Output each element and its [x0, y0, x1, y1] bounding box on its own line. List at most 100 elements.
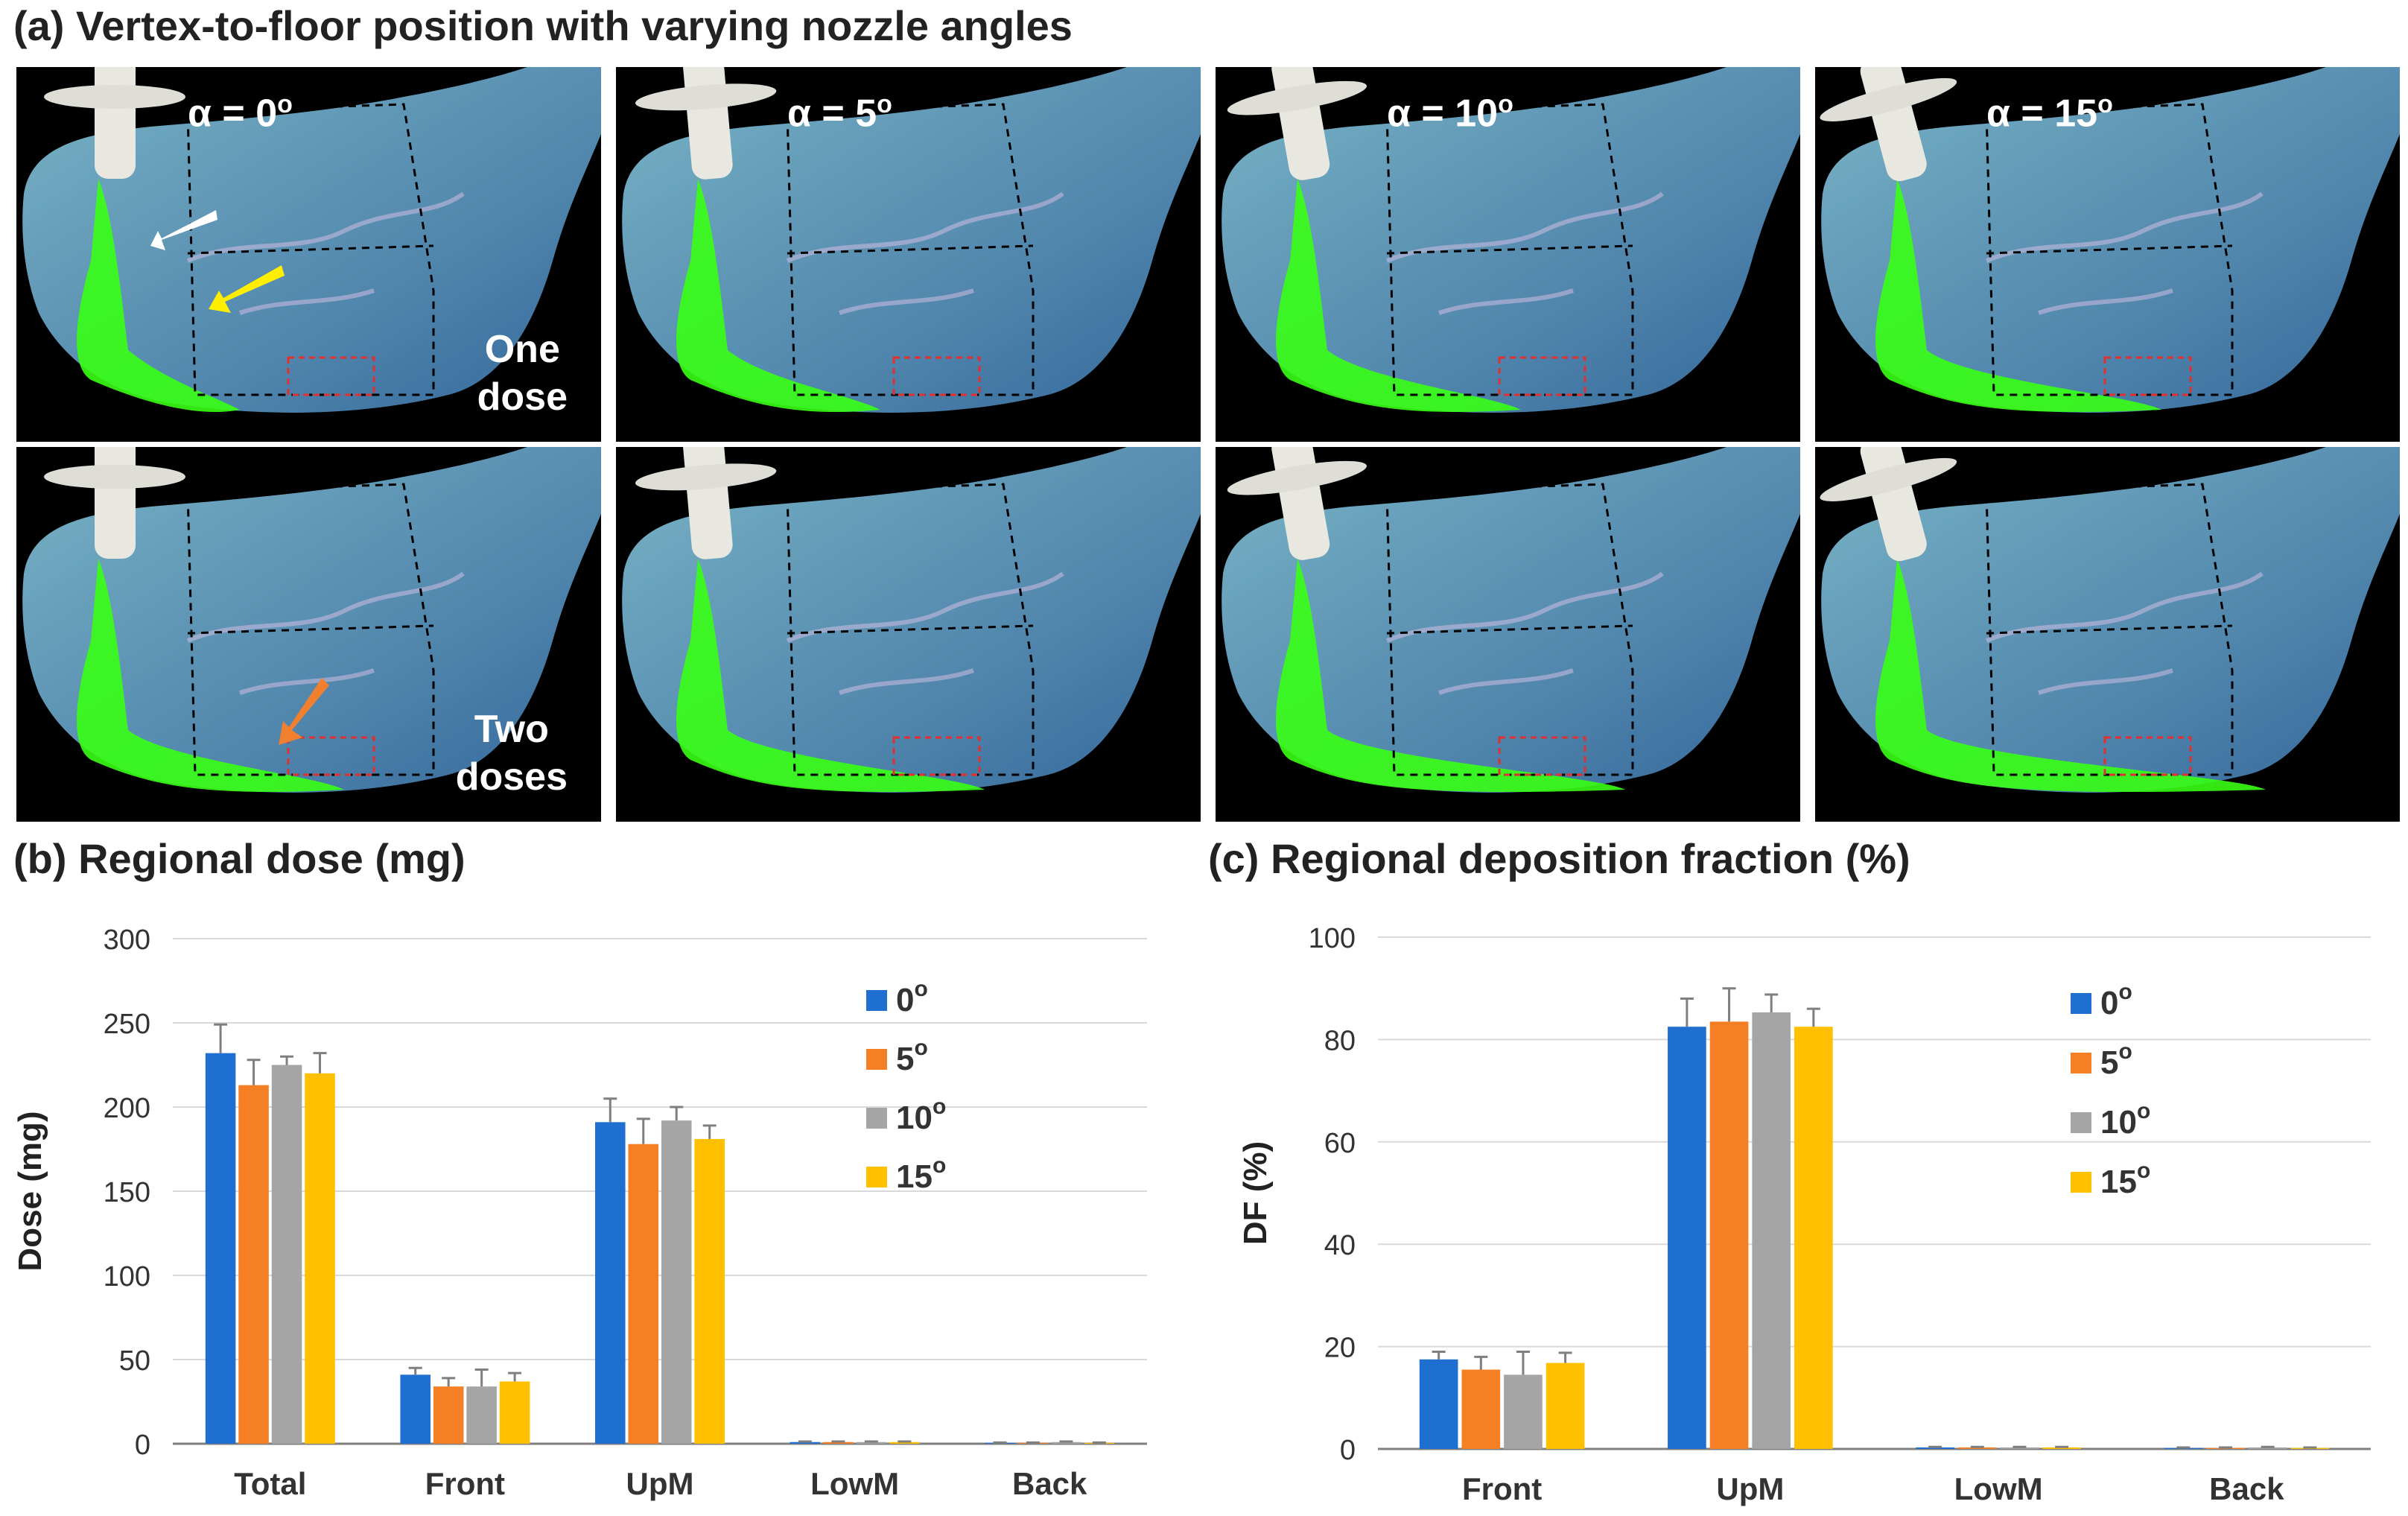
bar: [823, 1442, 854, 1444]
nozzle-tip: [683, 67, 733, 180]
lower-meatus-box: [892, 736, 981, 776]
nasal-cast-image: [22, 447, 601, 793]
cast-highlights: [186, 571, 465, 695]
nozzle-collar: [635, 83, 777, 111]
region-outline: [786, 483, 1035, 776]
x-tick-label: Back: [1012, 1466, 1087, 1501]
nasal-cast-image: [622, 447, 1201, 793]
spray-deposit: [676, 179, 880, 413]
nozzle: [1227, 67, 1367, 180]
bar: [499, 1381, 530, 1444]
bar: [1668, 1027, 1706, 1449]
nasal-cast-image: [1820, 447, 2400, 793]
lower-meatus-box: [2103, 356, 2192, 396]
y-tick-label: 50: [119, 1345, 150, 1377]
nasal-cast-photo: α = 5o: [616, 67, 1201, 442]
nozzle-angle-label: α = 10o: [1387, 90, 1513, 136]
nozzle-angle-label: α = 15o: [1986, 90, 2113, 136]
cast-highlights: [786, 571, 1064, 695]
legend-label: 5o: [2100, 1039, 2132, 1081]
bar: [889, 1442, 920, 1444]
nasal-cast-photo: [616, 447, 1201, 822]
region-outline: [1385, 483, 1634, 776]
y-tick-label: 80: [1324, 1025, 1356, 1056]
lower-meatus-box: [1498, 736, 1586, 776]
region-outline: [186, 103, 435, 396]
white-arrow-icon: [150, 210, 217, 250]
cast-highlights: [1385, 571, 1664, 695]
bar: [1461, 1369, 1501, 1449]
nozzle-collar: [1820, 457, 1957, 501]
bar: [856, 1442, 887, 1444]
cast-highlights: [1985, 191, 2264, 315]
nasal-cast-image: [622, 67, 1201, 413]
nasal-cast-photo: α = 15o: [1815, 67, 2400, 442]
cast-highlights: [1985, 571, 2264, 695]
nozzle: [1227, 447, 1367, 560]
nasal-cast-image: [1820, 67, 2400, 413]
x-tick-label: Front: [425, 1466, 505, 1501]
nozzle-collar: [44, 85, 185, 109]
panel-c-title: (c) Regional deposition fraction (%): [1208, 835, 1910, 882]
panel-a-title: (a) Vertex-to-floor position with varyin…: [13, 2, 1073, 49]
bar: [2248, 1447, 2287, 1449]
lower-meatus-box: [287, 356, 375, 396]
bar: [661, 1120, 692, 1444]
x-tick-label: UpM: [626, 1466, 694, 1501]
nasal-cast-photo: α = 10o: [1216, 67, 1800, 442]
bar: [466, 1386, 497, 1444]
nasal-cast-photo: [1815, 447, 2400, 822]
orange-arrow-icon: [279, 678, 329, 745]
x-tick-label: Back: [2209, 1471, 2284, 1506]
legend-label: 0o: [2100, 980, 2132, 1021]
legend-label: 10o: [896, 1094, 946, 1136]
lower-meatus-box: [1498, 356, 1586, 396]
nasal-cast-image: [1222, 447, 1800, 793]
nozzle-angle-label: α = 5o: [787, 90, 892, 136]
bar: [2000, 1447, 2039, 1449]
legend-label: 15o: [2100, 1158, 2150, 1200]
nozzle-collar: [1227, 460, 1367, 495]
bar: [400, 1374, 431, 1444]
nozzle: [635, 447, 777, 559]
region-outline: [1385, 103, 1634, 396]
nozzle: [44, 67, 185, 179]
y-tick-label: 250: [104, 1009, 150, 1040]
x-tick-label: Total: [234, 1466, 306, 1501]
legend-swatch: [2071, 1172, 2091, 1193]
legend-label: 5o: [896, 1035, 928, 1077]
deposition-fraction-chart: 0 20 40 60 80 100 DF (%) Front UpM LowM Back 0o 5o 10…: [1192, 890, 2408, 1512]
bar: [1709, 1021, 1749, 1449]
region-outline: [1985, 103, 2234, 396]
nozzle: [1820, 67, 1957, 182]
nozzle-tip: [95, 67, 136, 179]
y-tick-label: 100: [104, 1261, 150, 1293]
y-tick-label: 60: [1324, 1128, 1356, 1159]
dose-count-label: Two doses: [455, 708, 568, 799]
nozzle-tip: [683, 447, 733, 559]
bar: [790, 1442, 821, 1444]
legend-swatch: [866, 1049, 887, 1070]
y-tick-label: 20: [1324, 1333, 1356, 1364]
spray-deposit: [77, 559, 344, 793]
legend-swatch: [866, 1167, 887, 1187]
nozzle-collar: [1820, 77, 1957, 121]
nozzle-tip: [95, 447, 136, 559]
cast-highlights: [786, 191, 1064, 315]
bar: [1545, 1363, 1585, 1449]
spray-deposit: [1276, 179, 1521, 413]
bar: [433, 1386, 464, 1444]
chart-svg: 0 50 100 150 200 250 300 Dose (mg) Total Front UpM…: [12, 924, 1147, 1501]
y-tick-label: 0: [135, 1430, 150, 1461]
region-outline: [186, 483, 435, 776]
lower-meatus-box: [892, 356, 981, 396]
bar: [1752, 1012, 1791, 1449]
bar: [1916, 1447, 1954, 1449]
bar: [694, 1138, 725, 1444]
legend-swatch: [2071, 1053, 2091, 1073]
legend-swatch: [866, 1108, 887, 1129]
bar: [2042, 1447, 2081, 1449]
nozzle-collar: [44, 465, 185, 489]
lower-meatus-box: [2103, 736, 2192, 776]
nasal-cast-photo: Two doses: [16, 447, 601, 822]
